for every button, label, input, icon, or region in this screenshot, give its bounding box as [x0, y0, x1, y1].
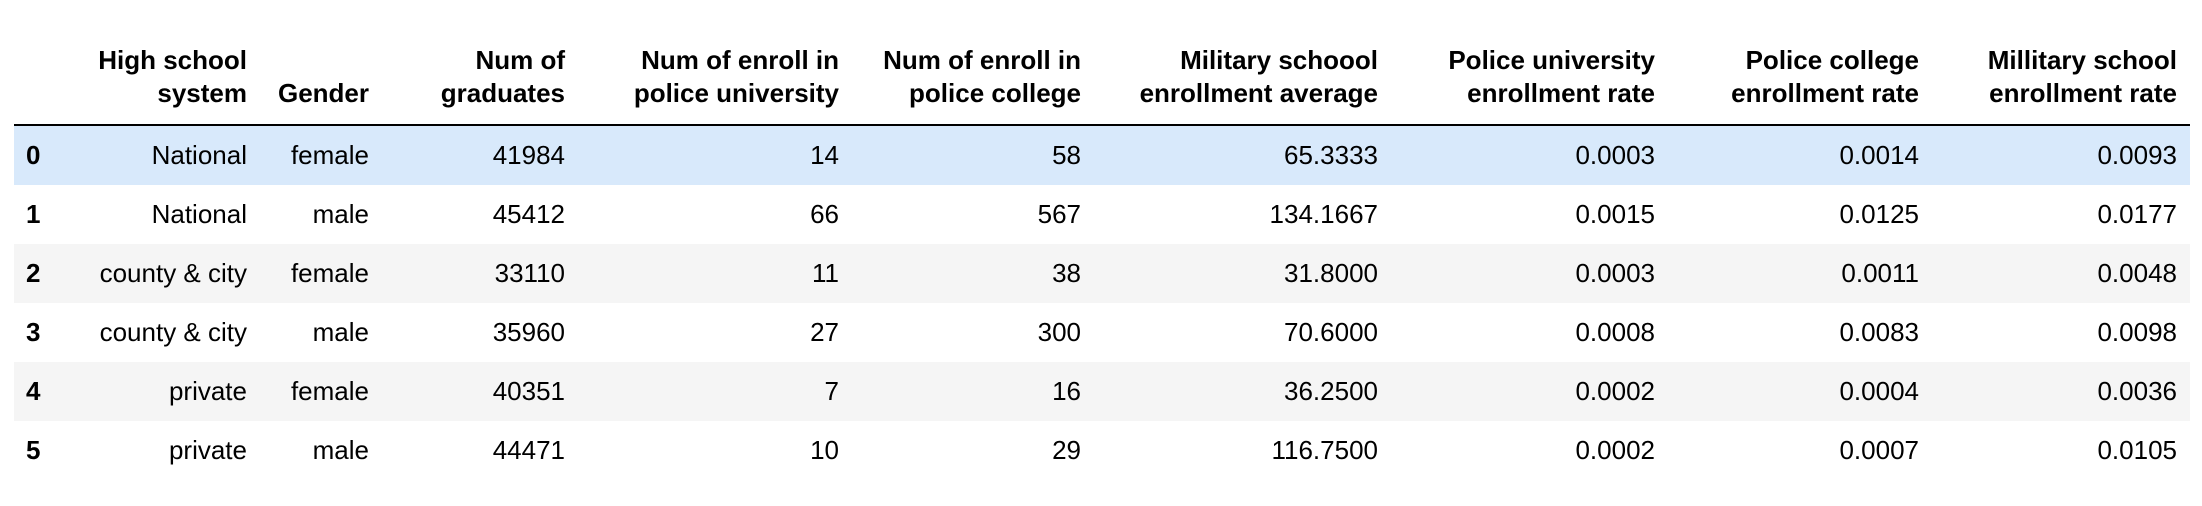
cell-num-of-graduates: 35960	[382, 303, 578, 362]
table-row: 5 private male 44471 10 29 116.7500 0.00…	[14, 421, 2190, 480]
cell-gender: female	[260, 244, 382, 303]
column-header-military-enrollment-average: Military schoool enrollment average	[1094, 0, 1391, 126]
cell-police-college-rate: 0.0014	[1668, 125, 1932, 185]
cell-military-enrollment-average: 116.7500	[1094, 421, 1391, 480]
cell-police-university-rate: 0.0002	[1391, 421, 1668, 480]
row-index: 1	[14, 185, 58, 244]
row-index: 4	[14, 362, 58, 421]
column-header-military-school-rate: Millitary school enrollment rate	[1932, 0, 2190, 126]
cell-police-university-enroll: 66	[578, 185, 852, 244]
cell-police-college-enroll: 29	[852, 421, 1094, 480]
cell-high-school-system: National	[58, 125, 260, 185]
table-row: 2 county & city female 33110 11 38 31.80…	[14, 244, 2190, 303]
data-table: High school system Gender Num of graduat…	[14, 0, 2190, 480]
cell-military-enrollment-average: 70.6000	[1094, 303, 1391, 362]
cell-police-university-enroll: 14	[578, 125, 852, 185]
cell-police-college-rate: 0.0004	[1668, 362, 1932, 421]
cell-military-enrollment-average: 134.1667	[1094, 185, 1391, 244]
table-row: 0 National female 41984 14 58 65.3333 0.…	[14, 125, 2190, 185]
cell-police-university-enroll: 11	[578, 244, 852, 303]
cell-gender: male	[260, 421, 382, 480]
cell-gender: male	[260, 185, 382, 244]
cell-police-university-rate: 0.0003	[1391, 244, 1668, 303]
cell-police-university-enroll: 27	[578, 303, 852, 362]
column-header-index	[14, 0, 58, 126]
cell-police-college-rate: 0.0125	[1668, 185, 1932, 244]
cell-military-school-rate: 0.0098	[1932, 303, 2190, 362]
cell-police-college-rate: 0.0011	[1668, 244, 1932, 303]
cell-num-of-graduates: 45412	[382, 185, 578, 244]
cell-high-school-system: National	[58, 185, 260, 244]
cell-high-school-system: county & city	[58, 244, 260, 303]
cell-military-school-rate: 0.0177	[1932, 185, 2190, 244]
cell-police-college-rate: 0.0007	[1668, 421, 1932, 480]
cell-num-of-graduates: 40351	[382, 362, 578, 421]
cell-police-college-enroll: 38	[852, 244, 1094, 303]
row-index: 5	[14, 421, 58, 480]
cell-military-enrollment-average: 65.3333	[1094, 125, 1391, 185]
cell-police-university-rate: 0.0003	[1391, 125, 1668, 185]
cell-police-university-rate: 0.0008	[1391, 303, 1668, 362]
cell-gender: female	[260, 125, 382, 185]
column-header-high-school-system: High school system	[58, 0, 260, 126]
cell-police-college-enroll: 567	[852, 185, 1094, 244]
cell-num-of-graduates: 33110	[382, 244, 578, 303]
cell-gender: male	[260, 303, 382, 362]
cell-police-college-enroll: 300	[852, 303, 1094, 362]
column-header-police-university-rate: Police university enrollment rate	[1391, 0, 1668, 126]
cell-police-university-enroll: 10	[578, 421, 852, 480]
column-header-num-of-graduates: Num of graduates	[382, 0, 578, 126]
cell-high-school-system: private	[58, 421, 260, 480]
column-header-police-college-rate: Police college enrollment rate	[1668, 0, 1932, 126]
cell-high-school-system: county & city	[58, 303, 260, 362]
column-header-gender: Gender	[260, 0, 382, 126]
cell-police-university-enroll: 7	[578, 362, 852, 421]
cell-high-school-system: private	[58, 362, 260, 421]
column-header-police-college-enroll: Num of enroll in police college	[852, 0, 1094, 126]
cell-police-university-rate: 0.0002	[1391, 362, 1668, 421]
cell-military-enrollment-average: 36.2500	[1094, 362, 1391, 421]
cell-military-school-rate: 0.0105	[1932, 421, 2190, 480]
cell-police-college-enroll: 58	[852, 125, 1094, 185]
cell-gender: female	[260, 362, 382, 421]
dataframe-output: High school system Gender Num of graduat…	[14, 0, 2190, 480]
cell-num-of-graduates: 44471	[382, 421, 578, 480]
row-index: 2	[14, 244, 58, 303]
cell-military-school-rate: 0.0093	[1932, 125, 2190, 185]
cell-military-enrollment-average: 31.8000	[1094, 244, 1391, 303]
header-row: High school system Gender Num of graduat…	[14, 0, 2190, 126]
cell-police-college-rate: 0.0083	[1668, 303, 1932, 362]
cell-military-school-rate: 0.0036	[1932, 362, 2190, 421]
row-index: 0	[14, 125, 58, 185]
table-row: 3 county & city male 35960 27 300 70.600…	[14, 303, 2190, 362]
cell-police-university-rate: 0.0015	[1391, 185, 1668, 244]
table-row: 4 private female 40351 7 16 36.2500 0.00…	[14, 362, 2190, 421]
row-index: 3	[14, 303, 58, 362]
cell-police-college-enroll: 16	[852, 362, 1094, 421]
table-row: 1 National male 45412 66 567 134.1667 0.…	[14, 185, 2190, 244]
cell-military-school-rate: 0.0048	[1932, 244, 2190, 303]
column-header-police-university-enroll: Num of enroll in police university	[578, 0, 852, 126]
cell-num-of-graduates: 41984	[382, 125, 578, 185]
